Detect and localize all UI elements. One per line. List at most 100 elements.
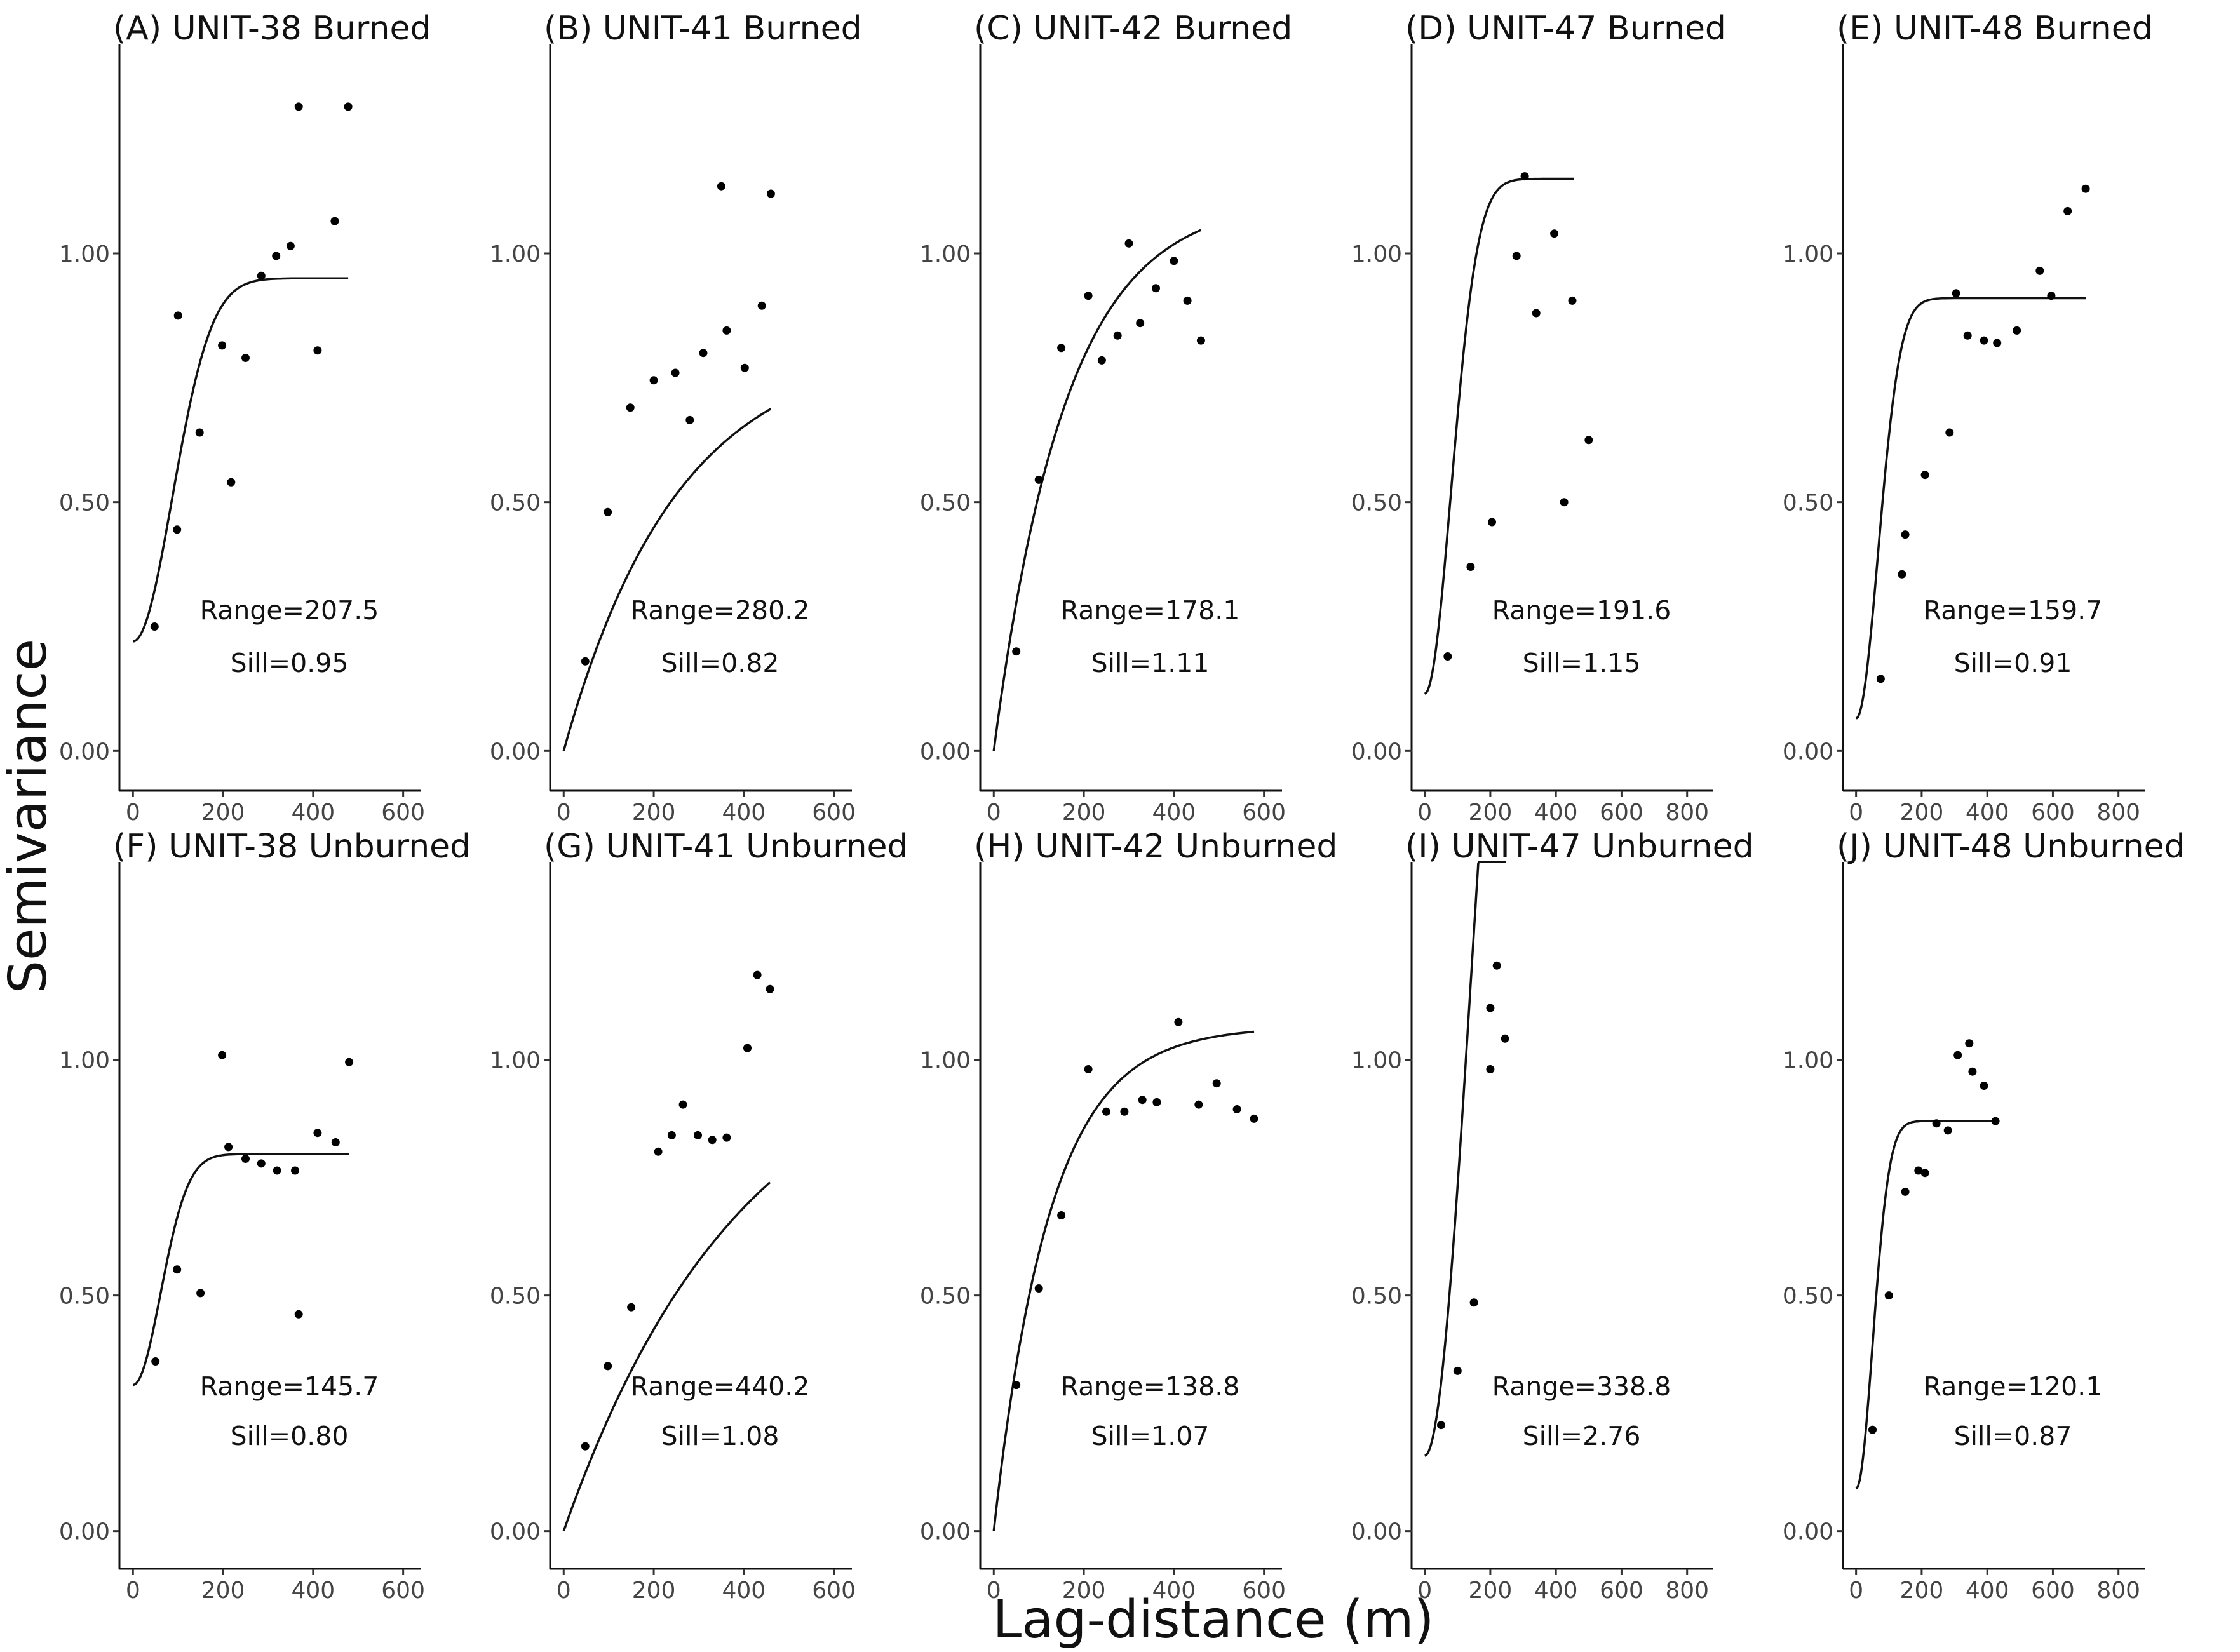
x-tick-label: 200 [1469, 1578, 1513, 1604]
y-tick-label: 0.50 [490, 1284, 541, 1310]
x-tick-label: 400 [1152, 800, 1196, 826]
sill-annotation: Sill=0.80 [231, 1421, 349, 1451]
data-point [257, 1159, 266, 1168]
x-tick-label: 400 [722, 1578, 766, 1604]
data-point [273, 1166, 281, 1175]
data-point [1901, 530, 1910, 539]
data-point [195, 428, 204, 437]
data-point [241, 1155, 250, 1163]
x-tick-label: 600 [812, 800, 856, 826]
y-tick-label: 0.00 [920, 1519, 971, 1545]
data-point [678, 1100, 687, 1109]
data-point [1963, 331, 1972, 340]
data-point [1170, 257, 1178, 265]
x-tick-label: 600 [2031, 800, 2075, 826]
data-point [1469, 1298, 1478, 1307]
data-point [1876, 675, 1885, 683]
data-point [150, 622, 159, 631]
data-point [173, 525, 182, 534]
data-point [196, 1289, 205, 1298]
fitted-model-line [132, 277, 349, 643]
data-point [257, 271, 266, 280]
data-point [1920, 1169, 1929, 1178]
x-tick-label: 800 [1665, 800, 1709, 826]
data-point [1943, 1126, 1952, 1135]
y-tick-label: 1.00 [59, 1048, 110, 1074]
x-tick-label: 200 [1062, 1578, 1106, 1604]
data-point [2063, 206, 2072, 215]
y-tick-label: 0.00 [490, 739, 541, 765]
data-point [1453, 1366, 1462, 1375]
x-tick-label: 0 [1849, 1578, 1863, 1604]
range-annotation: Range=338.8 [1492, 1371, 1671, 1402]
sill-annotation: Sill=0.82 [661, 648, 779, 678]
x-tick-label: 0 [1849, 800, 1863, 826]
data-point [218, 341, 227, 350]
sill-annotation: Sill=1.15 [1523, 648, 1641, 678]
y-tick-label: 0.50 [490, 490, 541, 516]
data-point [581, 657, 590, 666]
y-tick-label: 1.00 [1351, 1048, 1402, 1074]
data-point [2035, 266, 2044, 275]
x-tick-label: 600 [2031, 1578, 2075, 1604]
y-tick-label: 0.50 [920, 1284, 971, 1310]
y-tick-label: 1.00 [490, 1048, 541, 1074]
data-point [1486, 1065, 1495, 1073]
data-point [1084, 292, 1093, 300]
data-point [1884, 1291, 1893, 1300]
panel-title: (D) UNIT-47 Burned [1405, 10, 1726, 48]
x-tick-label: 0 [126, 800, 140, 826]
x-tick-label: 200 [632, 1578, 676, 1604]
data-point [699, 349, 708, 358]
data-point [1560, 498, 1569, 507]
x-tick-label: 800 [2096, 800, 2140, 826]
x-tick-label: 800 [1665, 1578, 1709, 1604]
data-point [1183, 296, 1192, 305]
data-point [671, 368, 680, 377]
range-annotation: Range=207.5 [200, 595, 379, 626]
data-point [345, 1058, 354, 1066]
data-point [1102, 1107, 1110, 1116]
data-point [1968, 1067, 1977, 1076]
data-point [722, 326, 731, 335]
x-tick-label: 400 [291, 1578, 335, 1604]
data-point [685, 415, 694, 424]
data-point [313, 1129, 322, 1138]
data-point [1568, 296, 1577, 305]
x-tick-label: 200 [201, 800, 245, 826]
range-annotation: Range=145.7 [200, 1371, 379, 1402]
sill-annotation: Sill=1.11 [1091, 648, 1210, 678]
data-point [224, 1143, 233, 1152]
data-point [626, 403, 635, 412]
data-point [2047, 292, 2056, 300]
x-tick-label: 400 [291, 800, 335, 826]
x-tick-label: 200 [1900, 1578, 1944, 1604]
data-point [1250, 1114, 1258, 1123]
data-point [604, 1362, 612, 1371]
data-point [1138, 1096, 1147, 1105]
y-tick-label: 0.00 [59, 1519, 110, 1545]
data-point [1136, 319, 1145, 328]
fitted-model-line [562, 1181, 771, 1532]
sill-annotation: Sill=0.91 [1954, 648, 2072, 678]
data-point [1501, 1034, 1509, 1043]
panel-i: (I) UNIT-47 Unburned 0.00 0.50 1.00 0 200 400 6… [1351, 828, 1754, 1604]
sill-annotation: Sill=0.95 [231, 648, 349, 678]
data-point [1194, 1100, 1203, 1109]
range-annotation: Range=138.8 [1061, 1371, 1240, 1402]
data-point [740, 363, 749, 372]
panel-title: (F) UNIT-38 Unburned [113, 828, 471, 866]
data-point [694, 1131, 702, 1139]
x-tick-label: 200 [1062, 800, 1106, 826]
data-point [1057, 1211, 1066, 1219]
data-point [627, 1303, 636, 1312]
fitted-model-line [992, 1030, 1255, 1531]
range-annotation: Range=178.1 [1061, 595, 1240, 626]
fitted-model-line [1424, 861, 1506, 1457]
data-point [344, 102, 353, 111]
data-point [272, 252, 281, 260]
data-point [1953, 1051, 1962, 1059]
data-point [1232, 1105, 1241, 1113]
panel-title: (H) UNIT-42 Unburned [974, 828, 1337, 866]
